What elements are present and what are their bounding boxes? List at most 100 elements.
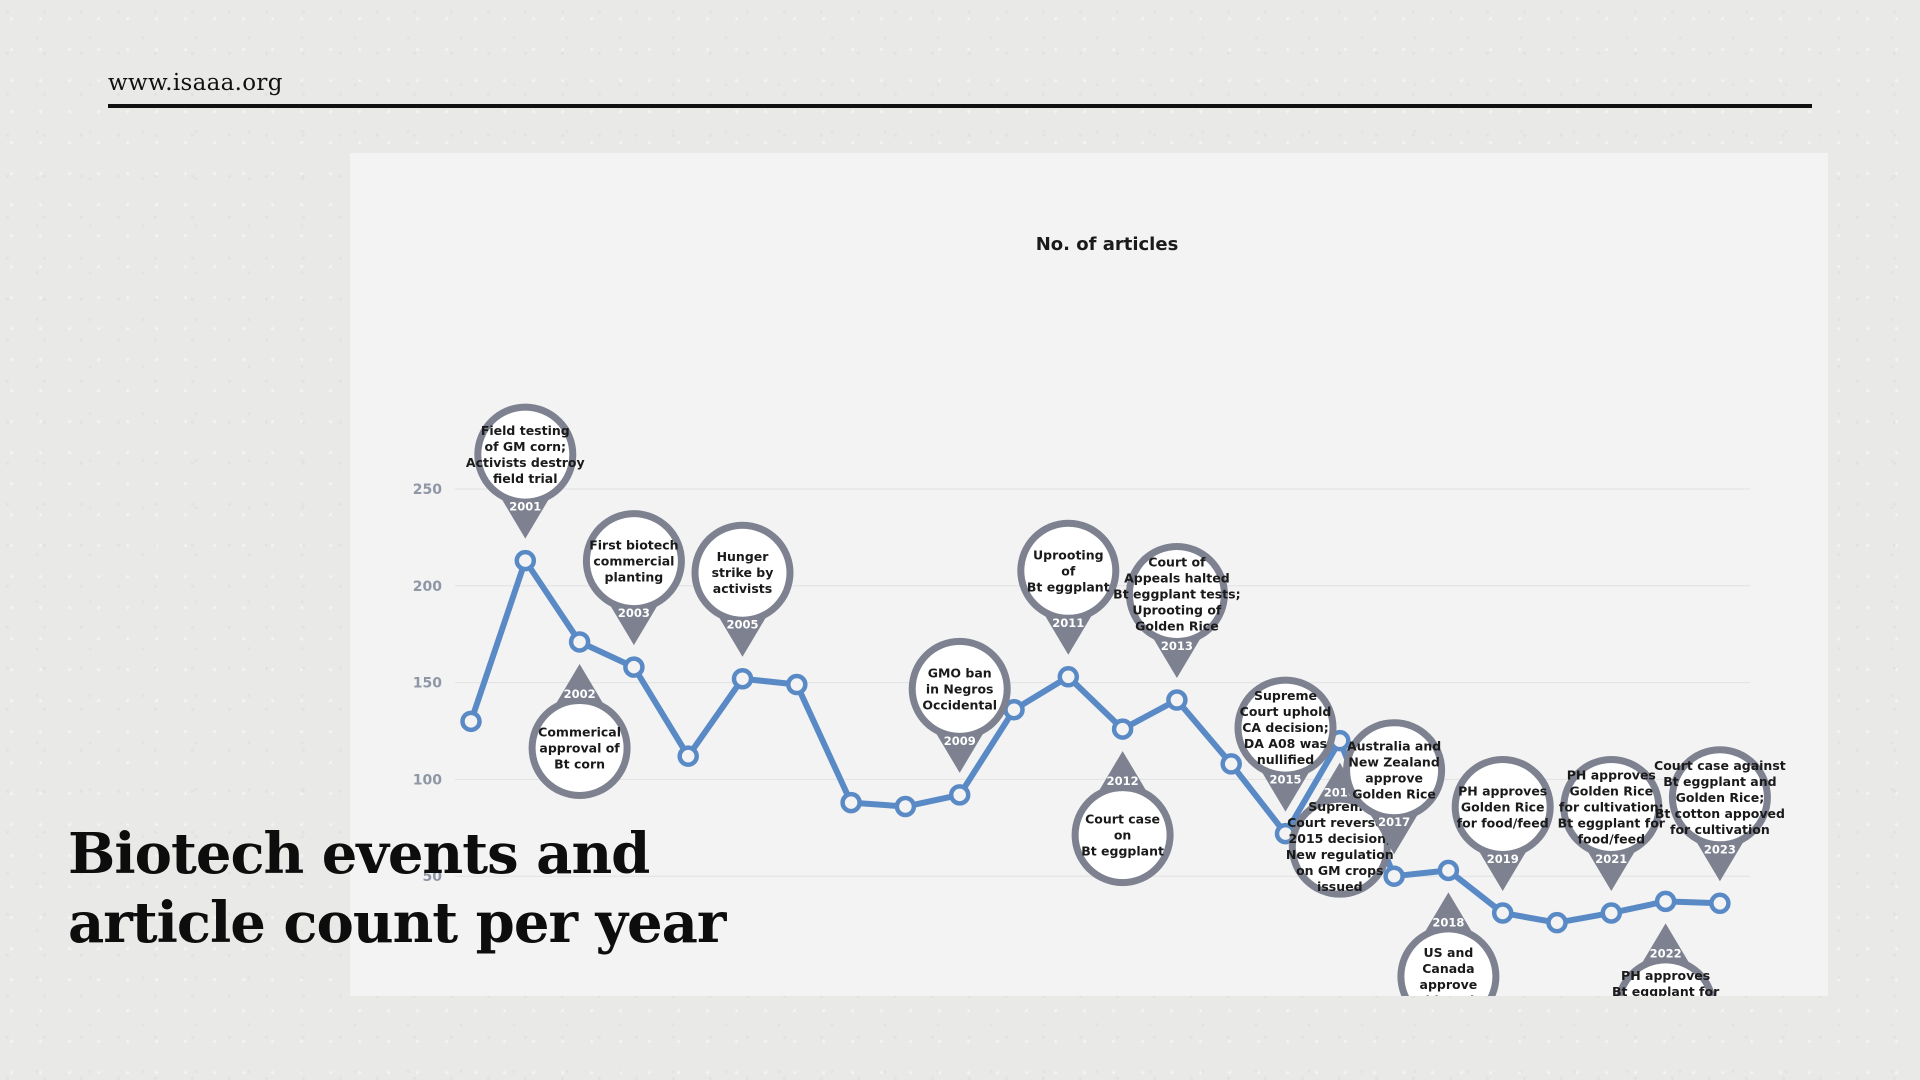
annotation-text-line: planting [605, 570, 664, 585]
annotation-text-line: US and [1424, 945, 1474, 960]
annotation-text-line: approval of [539, 740, 620, 755]
annotation-pointer [1151, 636, 1202, 679]
chart-panel: 50 100 150 200 250 No. of articles 2001 Field… [350, 153, 1828, 996]
annotation-bubble [1078, 791, 1167, 880]
annotation-text-line: First biotech [589, 538, 678, 553]
annotation-bubble [915, 644, 1004, 733]
annotation-text-line: Court reversed [1287, 815, 1392, 830]
annotation-year-label: 2018 [1432, 915, 1464, 929]
data-point-2001 [514, 549, 537, 572]
annotation-pointer [1477, 848, 1528, 891]
annotation-year-label: 2002 [564, 687, 596, 701]
annotation-text-line: on GM crops [1296, 863, 1383, 878]
slide-title-line-2: article count per year [68, 890, 726, 956]
data-point-2003 [623, 656, 645, 678]
annotation-text-line: Canada [1422, 961, 1474, 976]
annotation-text-line: nullified [1257, 752, 1314, 767]
annotation-text-line: Bt corn [554, 756, 605, 771]
data-point-2002 [568, 631, 591, 653]
annotation-text-line: Golden Rice; [1676, 790, 1765, 805]
annotation-text-line: Commerical [538, 724, 621, 739]
annotation-year-label: 2013 [1161, 639, 1193, 653]
line-chart: 50 100 150 200 250 No. of articles 2001 Field… [413, 234, 1786, 996]
annotation-bubble [1132, 550, 1221, 639]
annotation-text-line: food/feed [1578, 831, 1645, 846]
site-url[interactable]: www.isaaa.org [108, 70, 283, 96]
annotation-text-line: New regulation [1286, 847, 1394, 862]
data-point-2012 [1111, 718, 1134, 740]
data-point-2021 [1600, 902, 1623, 924]
chart-title: No. of articles [1036, 234, 1179, 255]
annotation-text-line: Occidental [922, 697, 997, 712]
data-point-2006 [786, 673, 808, 696]
data-point-2022 [1654, 890, 1677, 913]
annotation-year-label: 2022 [1650, 946, 1682, 960]
annotation-pointer [1043, 612, 1094, 655]
y-tick-label-100: 100 [413, 772, 442, 788]
annotation-text-line: of [1061, 563, 1076, 578]
annotation-pointer [1586, 848, 1637, 891]
annotation-text-line: Bt cotton appoved [1655, 806, 1785, 821]
data-point-2014 [1220, 753, 1242, 775]
annotation-text-line: GMO ban [928, 665, 992, 680]
data-point-2019 [1491, 902, 1514, 924]
annotation-text-line: Golden Rice [1352, 787, 1436, 802]
annotation-year-label: 2003 [618, 606, 650, 620]
annotation-text-line: PH approves [1621, 968, 1710, 983]
slide-title: Biotech events and article count per yea… [68, 820, 726, 958]
annotation-text-line: for cultivation [1670, 822, 1770, 837]
data-point-2018 [1437, 859, 1460, 882]
annotation-year-label: 2005 [726, 618, 758, 632]
annotation-pointer [717, 614, 768, 657]
annotation-text-line: for cultivation; [1559, 799, 1664, 814]
header-divider [108, 104, 1812, 108]
annotation-2018: 2018 US andCanadaapproveGolden Rice [1397, 892, 1500, 996]
data-point-2023 [1709, 892, 1731, 915]
annotation-text-line: of GM corn; [485, 439, 567, 454]
annotation-text-line: Bt eggplant and [1663, 774, 1776, 789]
y-axis-tick-labels: 50 100 150 200 250 [413, 482, 442, 885]
annotation-year-label: 2017 [1378, 815, 1410, 829]
annotation-bubble [698, 528, 787, 617]
annotation-text-line: Golden Rice [1461, 799, 1545, 814]
annotation-text-line: approve [1365, 771, 1423, 786]
annotation-year-label: 2001 [509, 500, 541, 514]
annotation-text-line: Bt eggplant tests; [1113, 587, 1240, 602]
annotation-text-line: issued [1317, 879, 1363, 894]
annotation-pointer [1097, 751, 1148, 794]
annotation-pointer [1369, 812, 1420, 855]
data-point-2020 [1546, 911, 1568, 934]
annotation-text-line: in Negros [926, 681, 994, 696]
annotation-pointer [500, 496, 551, 539]
annotation-text-line: Golden Rice [1407, 993, 1491, 996]
annotation-text-line: Court uphold [1240, 704, 1332, 719]
annotation-text-line: approve [1420, 977, 1478, 992]
annotation-bubble [1295, 802, 1384, 891]
data-point-2007 [840, 791, 862, 814]
annotation-text-line: for food/feed [1457, 815, 1549, 830]
annotation-text-line: 2015 decision; [1289, 831, 1391, 846]
data-point-2005 [731, 667, 754, 690]
annotation-pointer [1694, 839, 1745, 882]
annotation-text-line: Court of [1148, 555, 1206, 570]
annotation-bubble [1675, 753, 1764, 842]
annotation-year-label: 2019 [1487, 852, 1519, 866]
annotation-pointer [1260, 769, 1311, 812]
annotation-bubble [1241, 683, 1330, 772]
annotation-text-line: Bt eggplant [1027, 579, 1110, 594]
annotation-text-line: field trial [493, 471, 557, 486]
annotation-year-label: 2009 [944, 734, 976, 748]
annotation-text-line: Activists destroy [466, 455, 585, 470]
annotation-pointer [608, 603, 659, 646]
annotation-text-line: Court case [1085, 812, 1160, 827]
data-points [460, 549, 1731, 934]
annotation-bubble [1623, 963, 1709, 996]
annotation-text-line: Court case against [1654, 758, 1786, 773]
